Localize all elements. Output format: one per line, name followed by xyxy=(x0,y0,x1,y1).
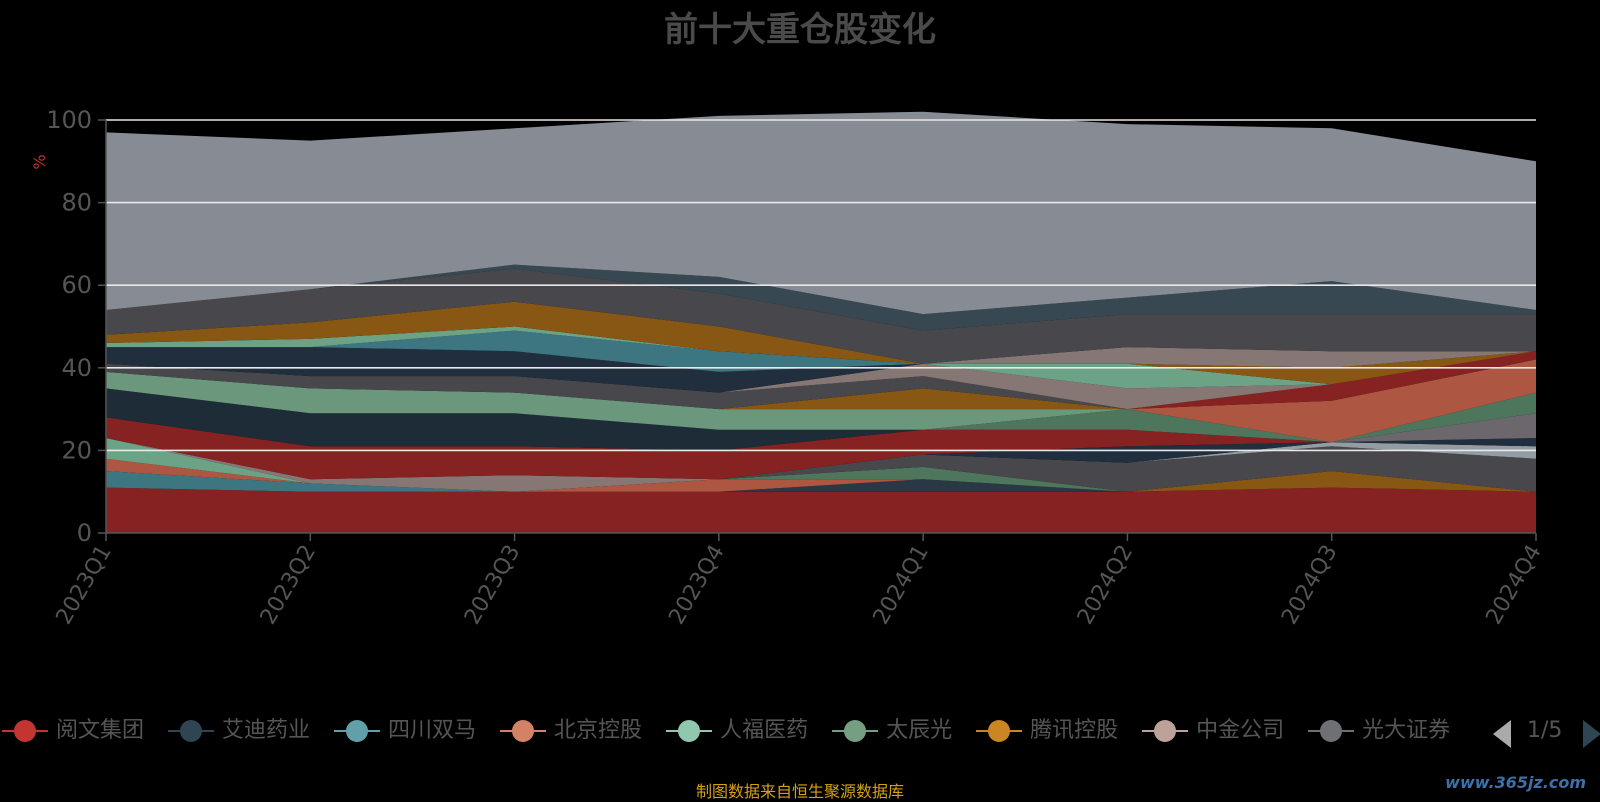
area-series-21 xyxy=(106,351,1536,410)
legend-item[interactable]: 人福医药 xyxy=(664,712,808,745)
y-tick-label: 100 xyxy=(46,106,92,134)
area-series-23 xyxy=(106,330,1536,389)
legend-marker-icon xyxy=(1142,720,1189,742)
area-series-7 xyxy=(106,438,1536,492)
watermark: www.365jz.com xyxy=(1445,773,1586,792)
legend-item[interactable]: 光大证券 xyxy=(1306,712,1450,745)
area-series-12 xyxy=(106,413,1536,480)
legend-label: 阅文集团 xyxy=(56,718,145,743)
legend-label: 艾迪药业 xyxy=(222,718,311,743)
legend-marker-icon xyxy=(168,720,215,742)
y-tick-label: 40 xyxy=(61,354,92,382)
legend-pager: 1/5 xyxy=(1493,712,1600,756)
area-series-29 xyxy=(106,111,1536,315)
legend-label: 太辰光 xyxy=(886,718,953,743)
x-tick-label: 2024Q2 xyxy=(1073,541,1138,629)
x-tick-label: 2024Q1 xyxy=(869,541,934,629)
area-series-0 xyxy=(106,487,1536,533)
legend-marker-icon xyxy=(976,720,1023,742)
chart-area: 0 20 40 60 80 100 2023Q1 2023Q2 2023Q3 2023Q4 2024… xyxy=(30,106,1547,629)
legend-marker-icon xyxy=(2,720,48,742)
y-tick-label: 80 xyxy=(61,189,92,217)
y-tick-label: 60 xyxy=(61,271,92,299)
legend-label: 四川双马 xyxy=(388,718,477,743)
chart-title: 前十大重仓股变化 xyxy=(664,10,936,50)
x-tick-label: 2023Q1 xyxy=(52,541,117,629)
legend-item[interactable]: 四川双马 xyxy=(332,712,476,745)
legend-item[interactable]: 北京控股 xyxy=(498,712,642,745)
stacked-areas xyxy=(106,111,1536,533)
area-series-3 xyxy=(106,458,1536,492)
area-series-8 xyxy=(106,438,1536,492)
area-series-2 xyxy=(106,471,1536,492)
legend-label: 人福医药 xyxy=(720,718,809,743)
area-series-10 xyxy=(106,438,1536,480)
legend-item[interactable]: 中金公司 xyxy=(1140,712,1284,745)
x-tick-label: 2023Q4 xyxy=(664,541,729,629)
source-note: 制图数据来自恒生聚源数据库 xyxy=(695,782,904,801)
legend-label: 北京控股 xyxy=(554,718,643,743)
x-tick-label: 2024Q3 xyxy=(1277,541,1342,629)
chevron-left-icon[interactable] xyxy=(1493,720,1513,748)
x-tick-label: 2024Q4 xyxy=(1482,541,1547,629)
area-series-27 xyxy=(106,268,1536,364)
legend-item[interactable]: 阅文集团 xyxy=(0,712,144,745)
gridlines xyxy=(106,119,1536,452)
chevron-right-icon[interactable] xyxy=(1581,720,1600,748)
y-tick-label: 20 xyxy=(61,436,92,464)
x-tick-label: 2023Q2 xyxy=(256,541,321,629)
y-tick-label: 0 xyxy=(77,519,92,547)
area-series-15 xyxy=(106,371,1536,443)
area-series-13 xyxy=(106,388,1536,451)
area-series-25 xyxy=(106,301,1536,385)
legend-marker-icon xyxy=(832,720,879,742)
legend-item[interactable]: 艾迪药业 xyxy=(166,712,310,745)
area-series-14 xyxy=(106,388,1536,443)
area-series-17 xyxy=(106,359,1536,410)
y-axis-label: % xyxy=(30,154,49,169)
area-series-24 xyxy=(106,326,1536,389)
legend-marker-icon xyxy=(500,720,547,742)
legend: 阅文集团 艾迪药业 四川双马 北京控股 人福医药 太辰光 腾讯控股 中金公司 光大证券 xyxy=(0,712,1480,756)
area-series-22 xyxy=(106,347,1536,393)
legend-page-number: 1/5 xyxy=(1527,718,1563,743)
legend-label: 光大证券 xyxy=(1362,718,1451,743)
x-tick-label: 2023Q3 xyxy=(460,541,525,629)
area-series-19 xyxy=(106,351,1536,410)
legend-item[interactable]: 太辰光 xyxy=(830,712,952,745)
legend-item[interactable]: 腾讯控股 xyxy=(974,712,1118,745)
legend-label: 中金公司 xyxy=(1196,718,1285,743)
legend-marker-icon xyxy=(334,720,381,742)
area-series-28 xyxy=(106,264,1536,331)
legend-marker-icon xyxy=(666,720,713,742)
legend-marker-icon xyxy=(1308,720,1355,742)
area-series-6 xyxy=(106,438,1536,492)
area-series-26 xyxy=(106,301,1536,368)
legend-label: 腾讯控股 xyxy=(1030,718,1119,743)
